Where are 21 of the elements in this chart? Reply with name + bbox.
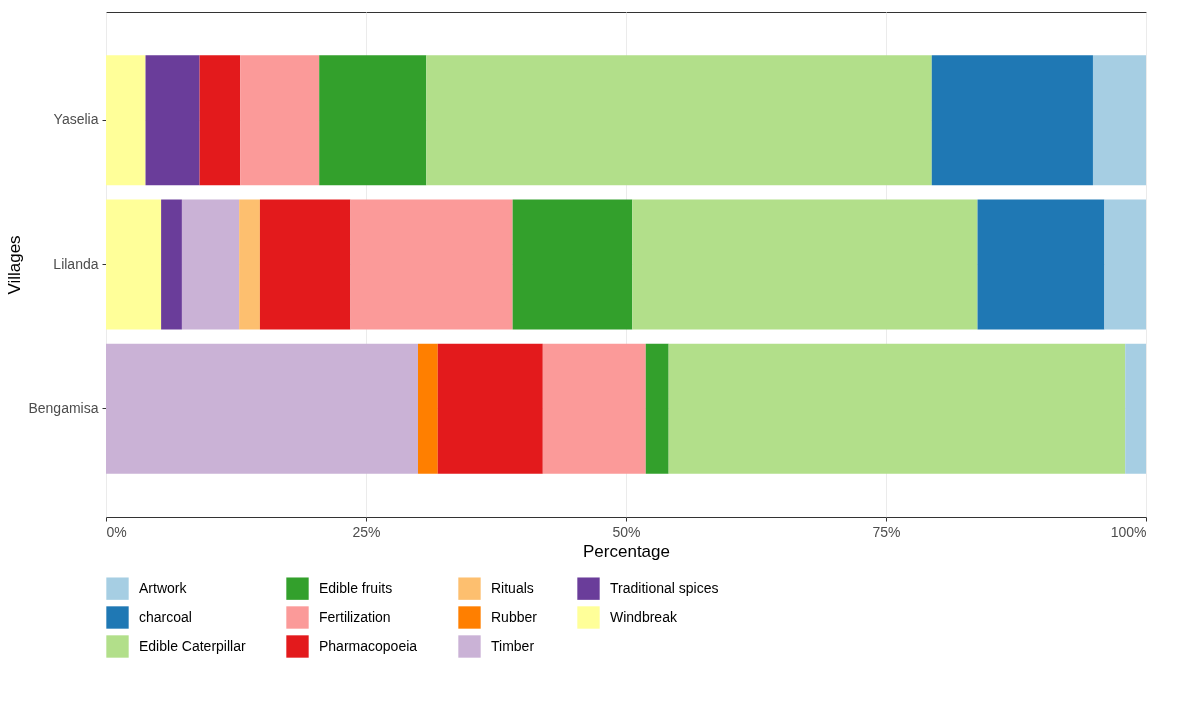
legend-label: Traditional spices [610, 579, 719, 596]
x-tick-label: 0% [106, 523, 127, 540]
y-tick-label: Lilanda [53, 255, 99, 272]
legend-label: Rubber [491, 608, 538, 625]
legend-label: Edible Caterpillar [139, 637, 246, 654]
y-tick-label: Bengamisa [28, 399, 99, 416]
y-tick-label: Yaselia [53, 111, 99, 128]
legend-label: Rituals [491, 579, 534, 596]
x-tick-label: 25% [352, 523, 381, 540]
legend-label: Pharmacopoeia [319, 637, 418, 654]
x-tick-label: 100% [1110, 523, 1147, 540]
x-tick-label: 50% [612, 523, 641, 540]
y-axis-title: Villages [5, 235, 25, 295]
x-tick-label: 75% [872, 523, 901, 540]
legend-label: Edible fruits [319, 579, 393, 596]
legend-label: Artwork [139, 579, 188, 596]
legend-label: charcoal [139, 608, 192, 625]
legend-label: Timber [491, 637, 535, 654]
legend-label: Fertilization [319, 608, 391, 625]
legend-label: Windbreak [610, 608, 678, 625]
x-axis-title: Percentage [583, 541, 670, 561]
